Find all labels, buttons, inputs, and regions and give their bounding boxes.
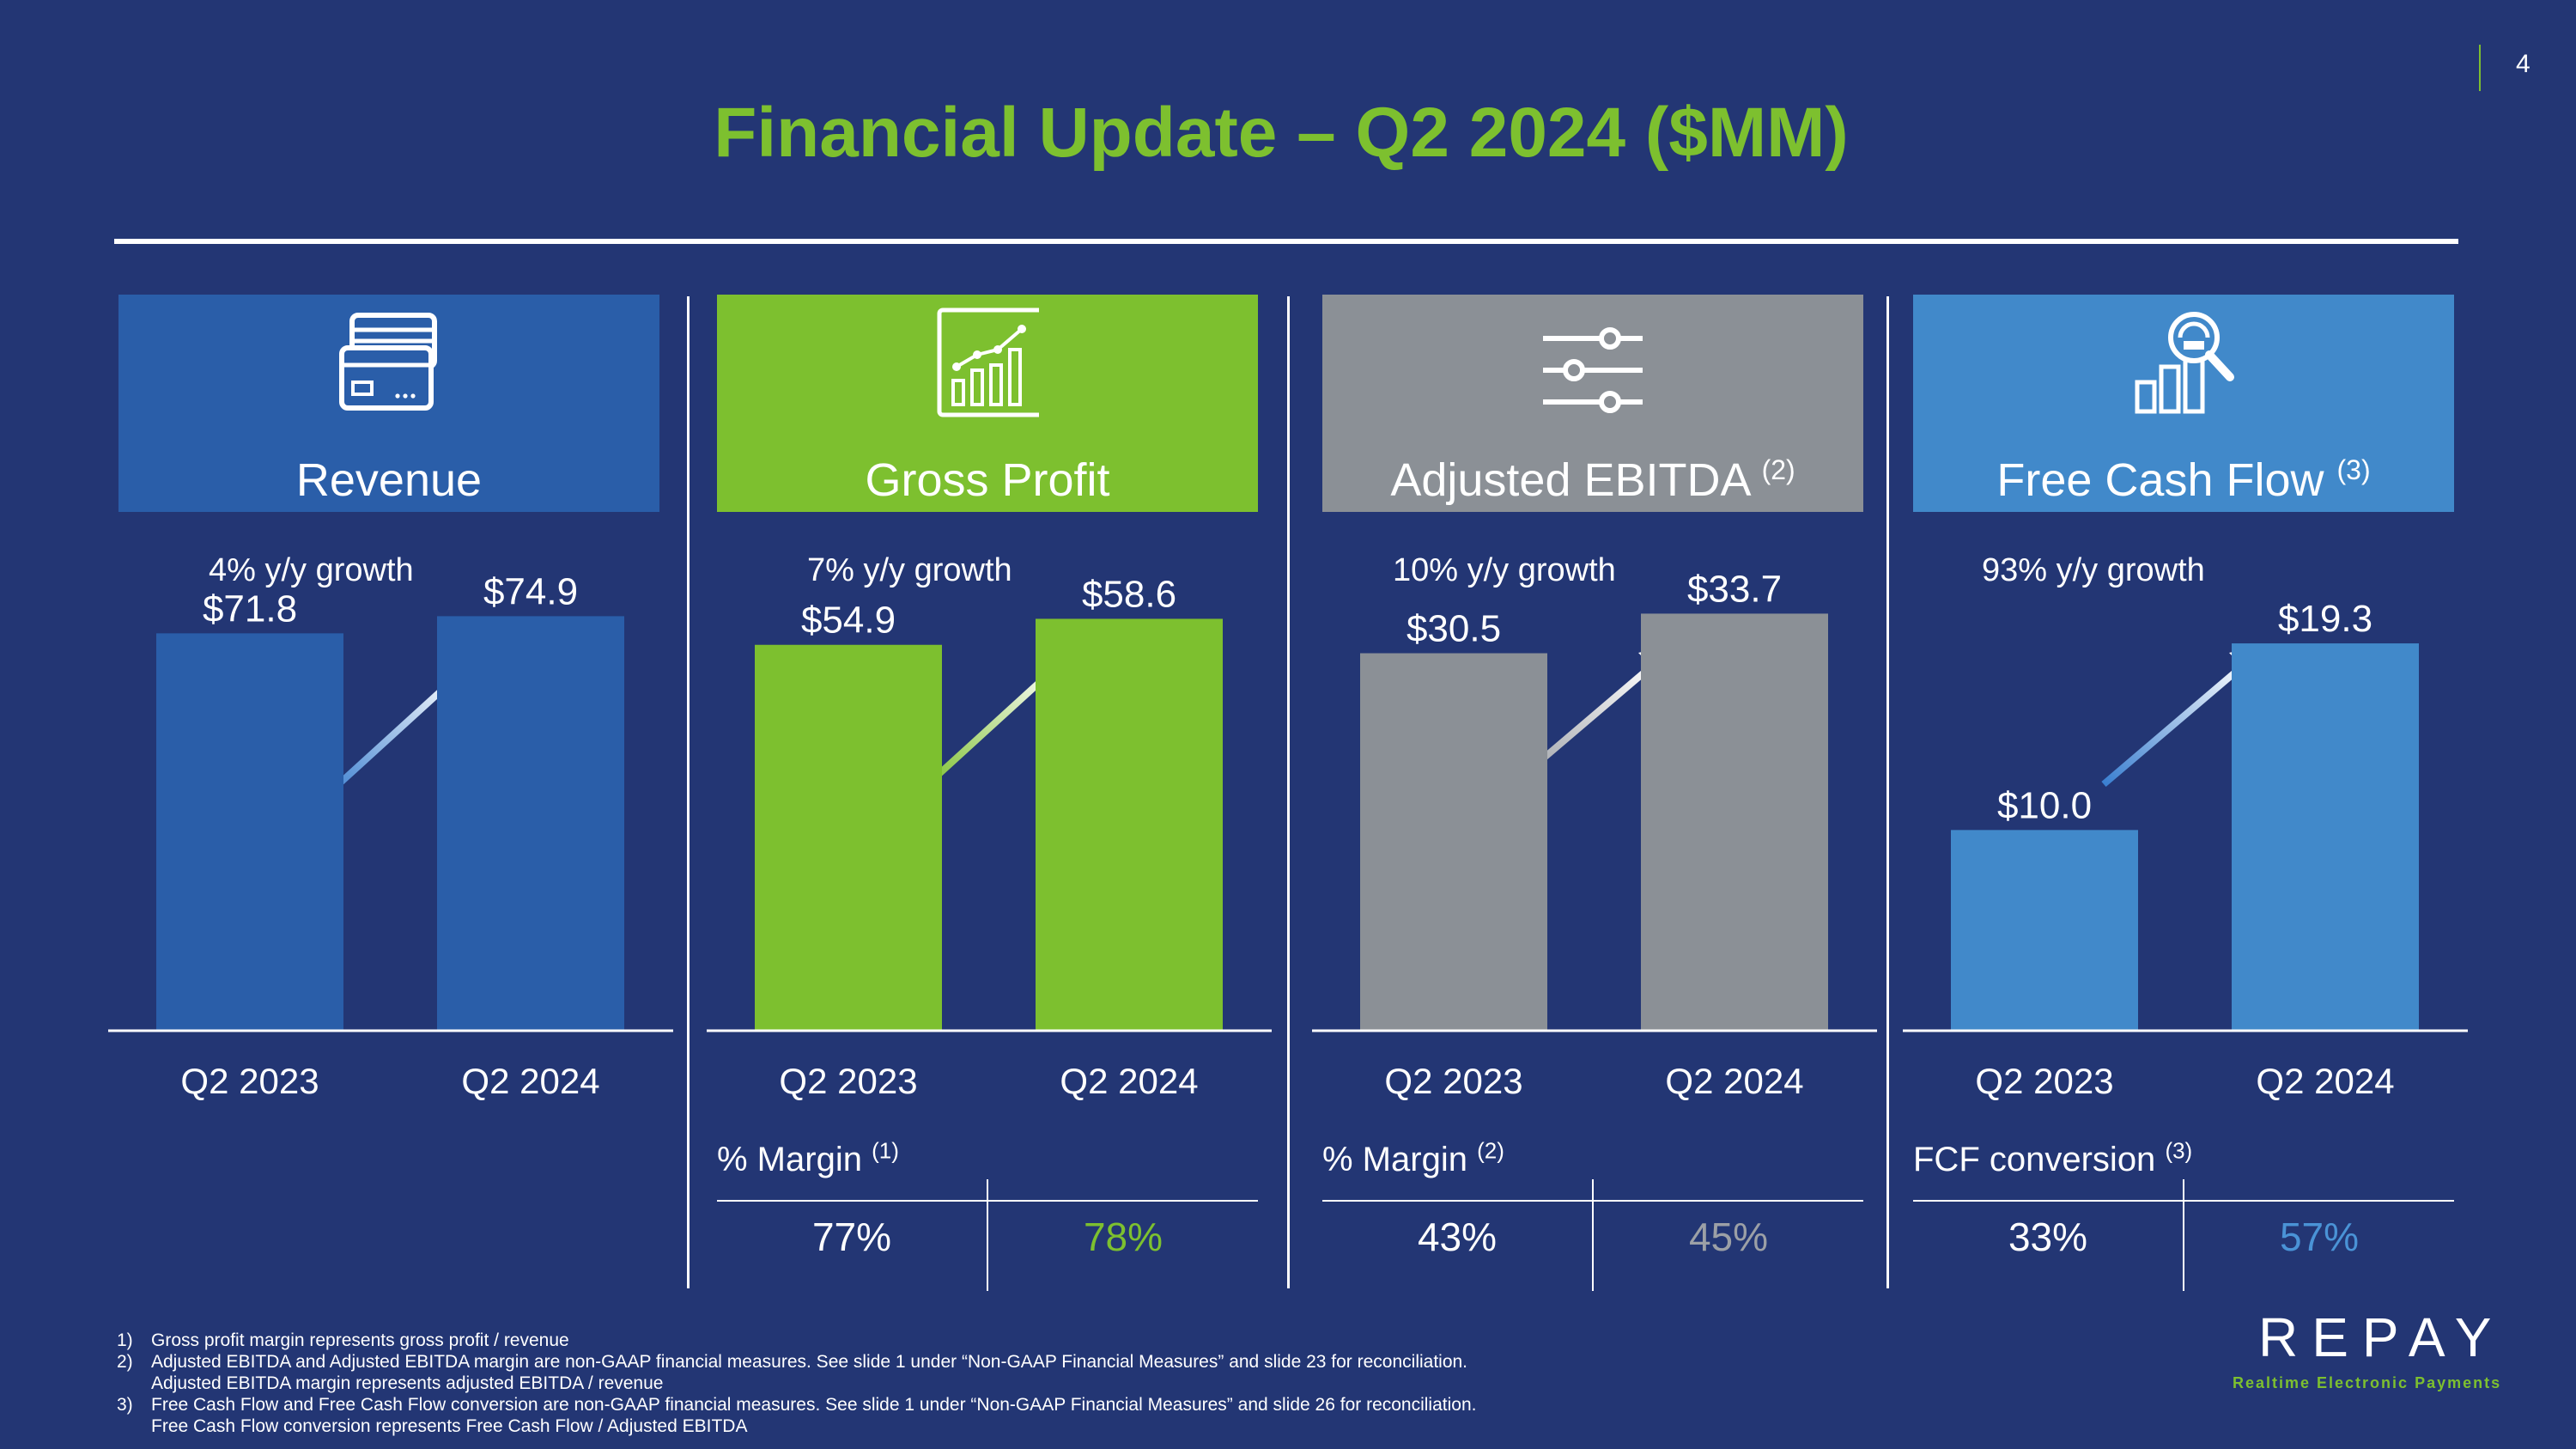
- metric-title: % Margin (1): [717, 1137, 899, 1179]
- metric-label: % Margin: [717, 1141, 862, 1178]
- free-cash-flow-chart: $10.0 Q2 2023 $19.3 Q2 2024: [1903, 598, 2468, 1101]
- metric-footnote-ref: (1): [872, 1137, 899, 1164]
- metric-title: % Margin (2): [1322, 1137, 1504, 1179]
- repay-logo: REPAY Realtime Electronic Payments: [2233, 1306, 2533, 1409]
- x-tick-label: Q2 2023: [1384, 1061, 1522, 1101]
- revenue-title: Revenue: [118, 454, 659, 507]
- footnotes: 1) Gross profit margin represents gross …: [117, 1330, 1476, 1437]
- panel-title-text: Gross Profit: [865, 454, 1110, 506]
- x-tick-label: Q2 2023: [779, 1061, 917, 1101]
- footnote-number: 1): [117, 1330, 133, 1350]
- metric-value-2024: 45%: [1688, 1215, 1769, 1259]
- panel-title-text: Revenue: [295, 454, 483, 506]
- revenue-header: Revenue: [118, 295, 659, 512]
- panel-separator: [1886, 296, 1889, 1288]
- panel-separator: [687, 296, 690, 1288]
- page-number: 4: [2516, 50, 2530, 78]
- bar-chart-growth-icon: [937, 307, 1039, 417]
- footnote-text: Adjusted EBITDA margin represents adjust…: [151, 1373, 664, 1393]
- bar-q2-2023: [156, 633, 343, 1031]
- revenue-panel: Revenue 4% y/y growth $71.8 Q2 2023 $74.9 Q…: [108, 295, 673, 1291]
- x-tick-label: Q2 2024: [1060, 1061, 1198, 1101]
- bar-q2-2024: [2232, 643, 2419, 1031]
- logo-wordmark: REPAY: [2258, 1306, 2506, 1368]
- growth-label: 93% y/y growth: [1982, 552, 2205, 588]
- metric-value-2023: 77%: [811, 1215, 892, 1259]
- x-tick-label: Q2 2024: [1665, 1061, 1803, 1101]
- panel-separator: [1287, 296, 1290, 1288]
- metric-value-2024: 78%: [1083, 1215, 1163, 1259]
- x-tick-label: Q2 2023: [1975, 1061, 2113, 1101]
- footnote-text: Free Cash Flow and Free Cash Flow conver…: [151, 1395, 1477, 1415]
- footnote: 2) Adjusted EBITDA and Adjusted EBITDA m…: [117, 1351, 1476, 1394]
- x-tick-label: Q2 2024: [2256, 1061, 2394, 1101]
- free-cash-flow-panel: Free Cash Flow (3) 93% y/y growth $10.0 Q…: [1903, 295, 2468, 1291]
- adjusted-ebitda-panel: Adjusted EBITDA (2) 10% y/y growth $30.5…: [1312, 295, 1877, 1291]
- sliders-icon: [1543, 327, 1643, 413]
- gross-profit-title: Gross Profit: [717, 454, 1258, 507]
- title-footnote-ref: (3): [2336, 454, 2371, 485]
- metric-value-2024: 57%: [2279, 1215, 2360, 1259]
- logo-tagline: Realtime Electronic Payments: [2233, 1374, 2502, 1391]
- metric-label: % Margin: [1322, 1141, 1467, 1178]
- bar-value-label: $19.3: [2278, 598, 2372, 640]
- metric-value-2023: 33%: [2008, 1215, 2088, 1259]
- bar-q2-2024: [1641, 613, 1828, 1031]
- footnote: 3) Free Cash Flow and Free Cash Flow con…: [117, 1394, 1476, 1437]
- metric-value-2023: 43%: [1417, 1215, 1498, 1259]
- metric-divider: [1592, 1179, 1594, 1291]
- gross-profit-chart: $54.9 Q2 2023 $58.6 Q2 2024: [707, 573, 1272, 1101]
- footnote: 1) Gross profit margin represents gross …: [117, 1330, 1476, 1351]
- bar-q2-2023: [755, 644, 942, 1031]
- bar-q2-2023: [1951, 830, 2138, 1031]
- bar-q2-2023: [1360, 653, 1547, 1031]
- adjusted-ebitda-chart: $30.5 Q2 2023 $33.7 Q2 2024: [1312, 568, 1877, 1101]
- metric-footnote-ref: (3): [2165, 1137, 2193, 1164]
- x-tick-label: Q2 2024: [461, 1061, 599, 1101]
- metric-divider: [2183, 1179, 2184, 1291]
- footnote-text: Free Cash Flow conversion represents Fre…: [151, 1416, 748, 1436]
- metric-footnote-ref: (2): [1477, 1137, 1504, 1164]
- growth-label: 4% y/y growth: [209, 552, 414, 588]
- page-number-divider: [2479, 45, 2481, 91]
- footnote-number: 2): [117, 1352, 133, 1372]
- credit-card-icon: [339, 313, 437, 411]
- panel-title-text: Free Cash Flow: [1996, 454, 2324, 506]
- growth-label: 7% y/y growth: [807, 552, 1012, 588]
- title-footnote-ref: (2): [1761, 454, 1795, 485]
- footnote-text: Adjusted EBITDA and Adjusted EBITDA marg…: [151, 1352, 1468, 1372]
- metric-divider: [987, 1179, 988, 1291]
- panel-title-text: Adjusted EBITDA: [1390, 454, 1749, 506]
- bar-value-label: $58.6: [1082, 573, 1176, 615]
- metric-label: FCF conversion: [1913, 1141, 2156, 1178]
- bar-value-label: $54.9: [801, 600, 896, 642]
- metric-title: FCF conversion (3): [1913, 1137, 2193, 1179]
- magnifier-bars-icon: [2135, 312, 2234, 414]
- growth-label: 10% y/y growth: [1393, 552, 1616, 588]
- free-cash-flow-header: Free Cash Flow (3): [1913, 295, 2454, 512]
- title-rule: [114, 239, 2458, 244]
- slide-title: Financial Update – Q2 2024 ($MM): [714, 94, 1849, 172]
- bar-value-label: $33.7: [1687, 568, 1782, 610]
- x-tick-label: Q2 2023: [180, 1061, 319, 1101]
- adjusted-ebitda-header: Adjusted EBITDA (2): [1322, 295, 1863, 512]
- footnote-number: 3): [117, 1395, 133, 1415]
- gross-profit-header: Gross Profit: [717, 295, 1258, 512]
- bar-q2-2024: [437, 616, 624, 1031]
- bar-q2-2024: [1036, 618, 1223, 1031]
- gross-profit-panel: Gross Profit 7% y/y growth $54.9 Q2 2023 $…: [707, 295, 1272, 1291]
- free-cash-flow-title: Free Cash Flow (3): [1913, 454, 2454, 507]
- bar-value-label: $10.0: [1997, 784, 2092, 826]
- adjusted-ebitda-title: Adjusted EBITDA (2): [1322, 454, 1863, 507]
- footnote-text: Gross profit margin represents gross pro…: [151, 1330, 569, 1350]
- revenue-chart: $71.8 Q2 2023 $74.9 Q2 2024: [108, 570, 673, 1101]
- bar-value-label: $74.9: [483, 570, 578, 612]
- bar-value-label: $30.5: [1406, 608, 1501, 650]
- bar-value-label: $71.8: [203, 588, 297, 630]
